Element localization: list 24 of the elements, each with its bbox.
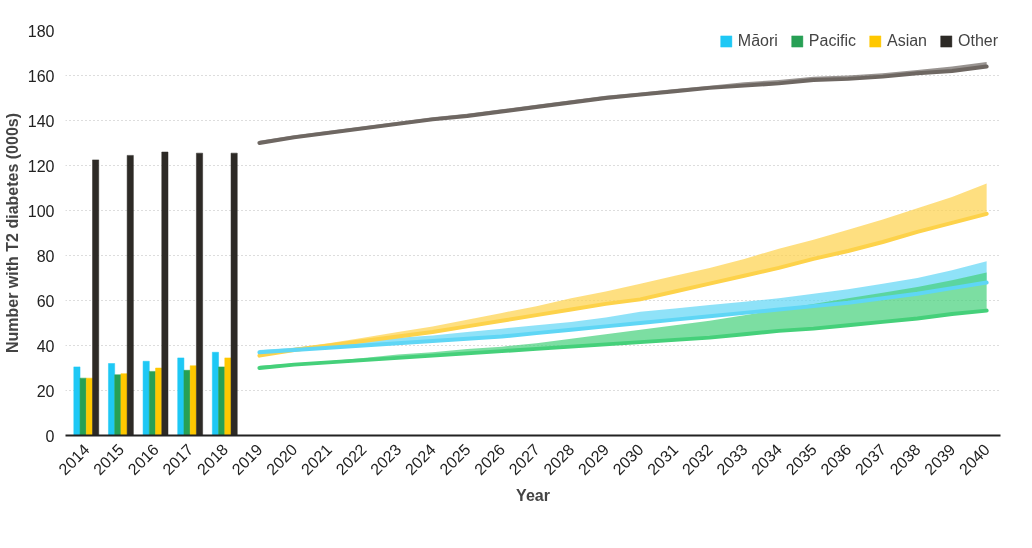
bar xyxy=(177,357,185,436)
y-tick-label: 120 xyxy=(27,157,55,175)
y-tick-label: 180 xyxy=(27,22,55,40)
x-axis-title: Year xyxy=(516,487,550,505)
legend-label: Pacific xyxy=(808,32,856,50)
bar xyxy=(79,377,87,436)
y-axis-title: Number with T2 diabetes (000s) xyxy=(3,112,21,354)
bar xyxy=(108,363,115,436)
y-tick-label: 0 xyxy=(45,427,55,445)
bar xyxy=(212,352,219,436)
legend-label: Other xyxy=(957,32,998,50)
legend-label: Māori xyxy=(737,32,778,50)
y-tick-label: 20 xyxy=(36,382,55,400)
y-tick-label: 80 xyxy=(36,247,55,265)
legend-label: Asian xyxy=(886,32,927,50)
bar xyxy=(73,366,81,436)
y-tick-label: 40 xyxy=(36,337,55,355)
bar xyxy=(183,370,191,436)
y-tick-label: 100 xyxy=(27,202,55,220)
bar xyxy=(86,377,93,436)
y-tick-label: 140 xyxy=(27,112,55,130)
bar xyxy=(142,361,150,436)
y-tick-label: 60 xyxy=(36,292,55,310)
y-tick-label: 160 xyxy=(27,67,55,85)
